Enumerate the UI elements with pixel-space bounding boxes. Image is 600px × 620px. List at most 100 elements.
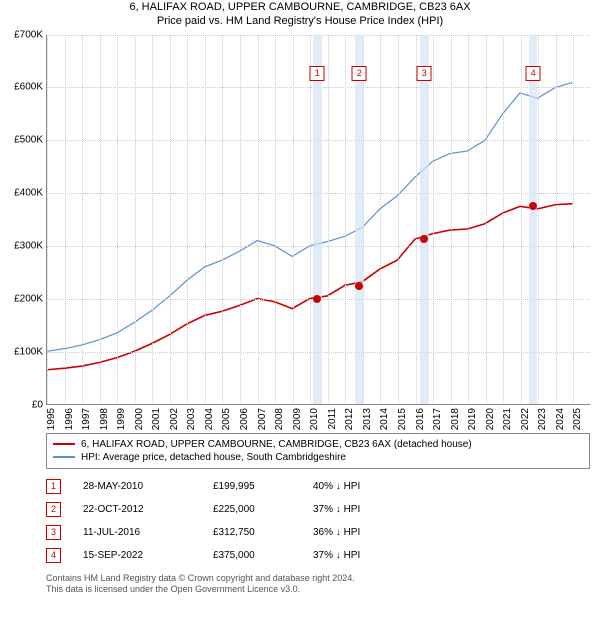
gridline-v [240,35,241,404]
gridline-v [100,35,101,404]
sales-row-price: £312,750 [213,527,313,538]
gridline-v [398,35,399,404]
xtick-label: 2004 [204,408,215,430]
chart: £0£100K£200K£300K£400K£500K£600K£700K199… [46,35,590,405]
gridline-v [328,35,329,404]
xtick-label: 2017 [432,408,443,430]
sale-marker-box: 1 [310,66,325,81]
xtick-label: 2006 [239,408,250,430]
gridline-v [135,35,136,404]
gridline-v [222,35,223,404]
sales-row-marker: 2 [46,502,61,517]
sale-marker-dot [420,235,428,243]
legend-item-hpi: HPI: Average price, detached house, Sout… [53,451,583,464]
xtick-label: 2012 [344,408,355,430]
gridline-v [187,35,188,404]
xtick-label: 1995 [46,408,57,430]
xtick-label: 2024 [555,408,566,430]
sales-table-row: 311-JUL-2016£312,75036% ↓ HPI [46,521,590,544]
sale-marker-box: 2 [352,66,367,81]
footer-line-2: This data is licensed under the Open Gov… [46,584,590,595]
gridline-v [573,35,574,404]
sales-row-price: £225,000 [213,504,313,515]
xtick-label: 2019 [467,408,478,430]
xtick-label: 2000 [134,408,145,430]
gridline-v [47,35,48,404]
gridline-v [468,35,469,404]
gridline-v [275,35,276,404]
sales-row-marker: 1 [46,479,61,494]
sales-table-row: 1 28-MAY-2010£199,99540% ↓ HPI [46,475,590,498]
sales-row-pct: 40% ↓ HPI [313,481,403,492]
xtick-label: 2015 [397,408,408,430]
sale-marker-dot [313,295,321,303]
gridline-v [205,35,206,404]
legend-label-hpi: HPI: Average price, detached house, Sout… [81,452,346,463]
xtick-label: 2005 [221,408,232,430]
sales-row-price: £375,000 [213,550,313,561]
legend-label-property: 6, HALIFAX ROAD, UPPER CAMBOURNE, CAMBRI… [81,439,472,450]
gridline-v [82,35,83,404]
gridline-v [486,35,487,404]
xtick-label: 1997 [81,408,92,430]
sale-marker-box: 4 [526,66,541,81]
xtick-label: 2013 [362,408,373,430]
xtick-label: 2002 [169,408,180,430]
gridline-v [345,35,346,404]
ytick-label: £700K [14,29,47,40]
sales-row-date: 15-SEP-2022 [83,550,213,561]
gridline-v [556,35,557,404]
sales-row-date: 28-MAY-2010 [83,481,213,492]
sales-row-price: £199,995 [213,481,313,492]
sales-row-pct: 37% ↓ HPI [313,550,403,561]
legend-item-property: 6, HALIFAX ROAD, UPPER CAMBOURNE, CAMBRI… [53,438,583,451]
xtick-label: 2003 [186,408,197,430]
sale-marker-box: 3 [417,66,432,81]
sales-table-row: 2 22-OCT-2012£225,00037% ↓ HPI [46,498,590,521]
sales-row-marker: 4 [46,548,61,563]
sales-row-date: 22-OCT-2012 [83,504,213,515]
plot-area: £0£100K£200K£300K£400K£500K£600K£700K199… [46,35,590,405]
xtick-label: 2001 [151,408,162,430]
sale-band [313,35,322,404]
sales-row-pct: 37% ↓ HPI [313,504,403,515]
xtick-label: 2009 [292,408,303,430]
xtick-label: 2023 [537,408,548,430]
footer-line-1: Contains HM Land Registry data © Crown c… [46,573,590,584]
gridline-v [380,35,381,404]
xtick-label: 2007 [257,408,268,430]
xtick-label: 1996 [64,408,75,430]
xtick-label: 1998 [99,408,110,430]
footer: Contains HM Land Registry data © Crown c… [46,573,590,596]
xtick-label: 1999 [116,408,127,430]
ytick-label: £100K [14,346,47,357]
xtick-label: 2022 [520,408,531,430]
ytick-label: £0 [32,399,47,410]
gridline-v [310,35,311,404]
gridline-v [152,35,153,404]
xtick-label: 2010 [309,408,320,430]
xtick-label: 2018 [450,408,461,430]
gridline-v [416,35,417,404]
sales-row-pct: 36% ↓ HPI [313,527,403,538]
gridline-v [117,35,118,404]
legend-swatch-hpi [53,456,75,458]
sale-marker-dot [529,202,537,210]
xtick-label: 2021 [502,408,513,430]
xtick-label: 2025 [572,408,583,430]
legend-swatch-property [53,443,75,445]
gridline-v [538,35,539,404]
sale-band [529,35,538,404]
sales-table: 1 28-MAY-2010£199,99540% ↓ HPI 2 22-OCT-201… [46,475,590,567]
ytick-label: £600K [14,82,47,93]
gridline-v [433,35,434,404]
gridline-v [258,35,259,404]
gridline-v [293,35,294,404]
ytick-label: £300K [14,241,47,252]
sales-table-row: 4 15-SEP-2022£375,00037% ↓ HPI [46,544,590,567]
gridline-v [451,35,452,404]
title-line-2: Price paid vs. HM Land Registry's House … [0,14,600,28]
xtick-label: 2016 [415,408,426,430]
sales-row-marker: 3 [46,525,61,540]
sale-band [420,35,429,404]
